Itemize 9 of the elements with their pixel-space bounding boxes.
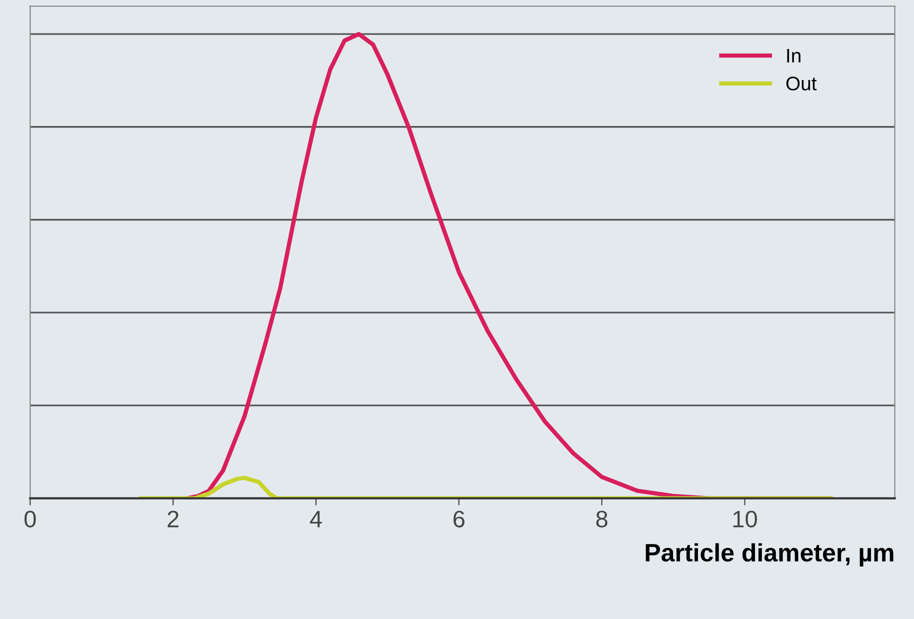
x-axis-title: Particle diameter, µm <box>646 543 894 567</box>
x-tick-label: 2 <box>168 510 178 528</box>
legend-label: In <box>787 49 800 62</box>
x-tick-label: 6 <box>454 510 464 528</box>
x-tick-label: 8 <box>596 510 608 528</box>
x-tick-label: 0 <box>24 510 36 528</box>
x-tick-label: 4 <box>310 510 322 528</box>
legend-label: Out <box>786 76 817 90</box>
x-tick-label: 10 <box>733 510 757 528</box>
